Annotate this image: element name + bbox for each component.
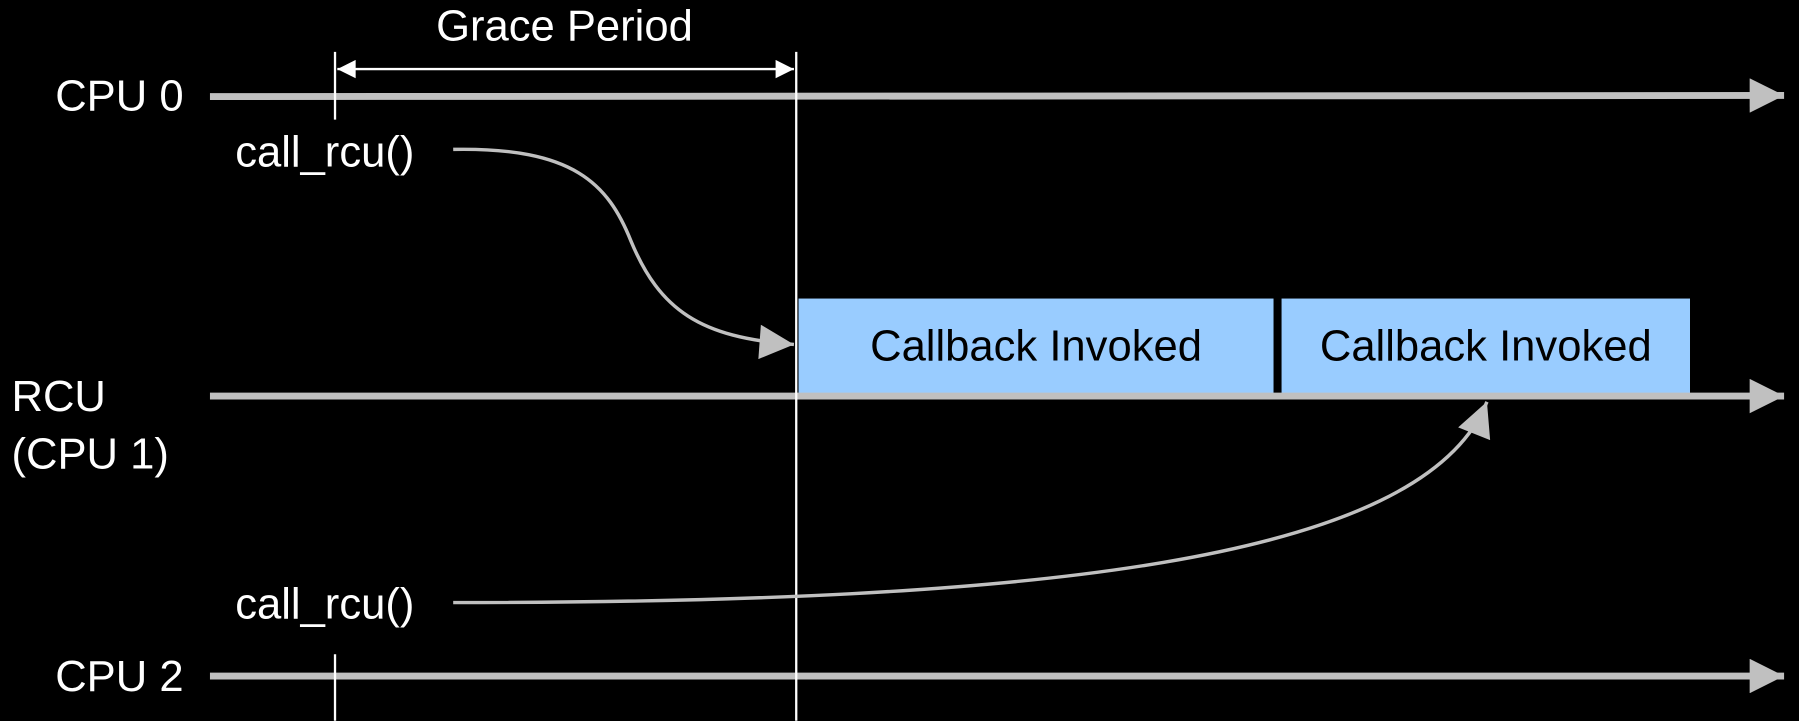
callback-label: Callback Invoked xyxy=(870,323,1202,371)
lane-sublabel: (CPU 1) xyxy=(11,430,168,478)
lane-label: RCU xyxy=(11,373,105,421)
call-arrow xyxy=(453,401,1491,605)
callback-box xyxy=(798,298,1274,395)
lane-label: CPU 0 xyxy=(55,72,183,120)
lane-label: CPU 2 xyxy=(55,653,183,701)
call-label: call_rcu() xyxy=(235,129,414,177)
timeline xyxy=(209,78,1785,113)
grace-period-label: Grace Period xyxy=(436,2,693,50)
call-label: call_rcu() xyxy=(235,581,414,629)
call-arrow xyxy=(453,147,795,360)
callback-box xyxy=(1281,298,1691,395)
callback-label: Callback Invoked xyxy=(1320,323,1652,371)
